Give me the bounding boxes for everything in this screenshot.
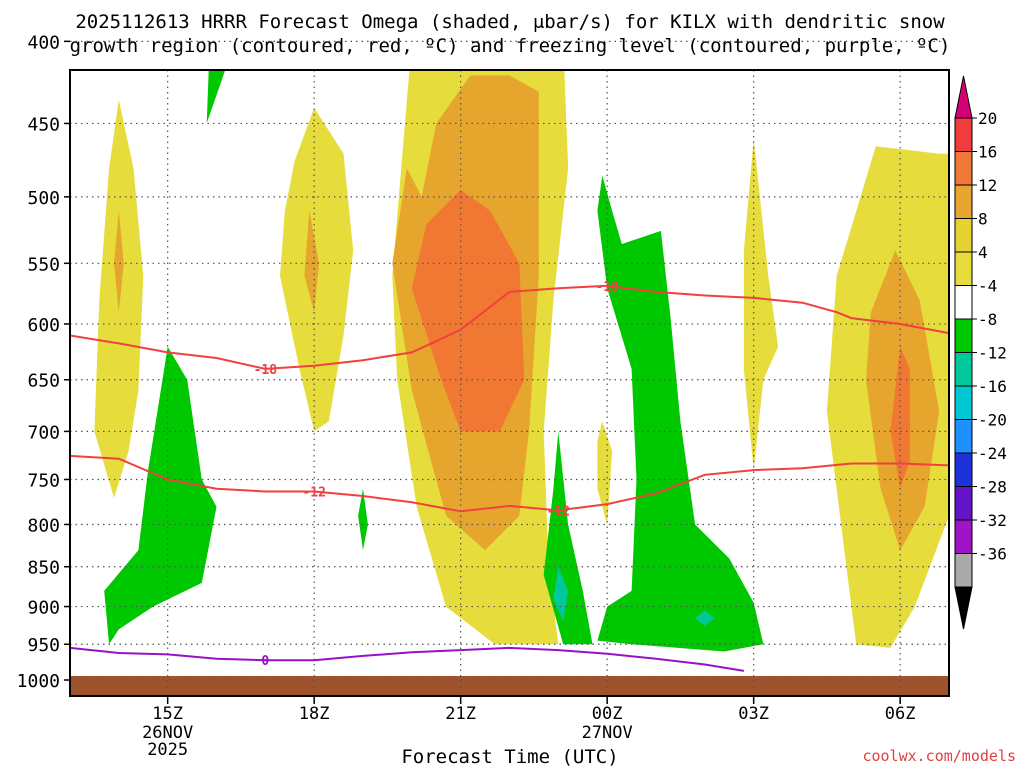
y-tick-label: 750 <box>27 470 60 491</box>
yellow-omega-4-region <box>597 421 613 525</box>
colorbar-label: -24 <box>978 444 1007 463</box>
orange-omega-8-region <box>304 210 320 313</box>
y-tick-label: 900 <box>27 598 60 619</box>
y-tick-label: 800 <box>27 515 60 536</box>
chart-title-line1: 2025112613 HRRR Forecast Omega (shaded, … <box>75 11 945 33</box>
terrain-fill <box>70 676 949 696</box>
x-tick-label: 03Z <box>738 704 769 724</box>
colorbar-label: 8 <box>978 210 988 229</box>
colorbar-label: -8 <box>978 310 997 329</box>
dgz-bottom-contour <box>70 454 949 513</box>
y-tick-label: 700 <box>27 422 60 443</box>
x-tick-label: 21Z <box>445 704 476 724</box>
colorbar-label: -20 <box>978 411 1007 430</box>
colorbar-box <box>954 117 973 152</box>
dgz-top-contour <box>70 284 949 370</box>
colorbar-box <box>954 151 973 186</box>
freezing-level-contour <box>70 646 745 672</box>
y-tick-label: 650 <box>27 371 60 392</box>
y-axis: 2503003504004505005506006507007508008509… <box>17 32 70 692</box>
x-tick-label: 06Z <box>885 704 916 724</box>
chart-title-line2: growth region (contoured, red, ºC) and f… <box>70 35 951 57</box>
colorbar-box <box>954 218 973 253</box>
colorbar-label: -4 <box>978 277 997 296</box>
footer-url[interactable]: coolwx.com/models <box>862 747 1016 765</box>
dgz-top-label: -18 <box>254 363 278 378</box>
x-date-label: 27NOV <box>582 723 633 743</box>
x-date-label: 2025 <box>147 740 188 760</box>
green-omega--4-region <box>358 488 368 551</box>
x-tick-label: 15Z <box>152 704 183 724</box>
colorbar-box <box>954 486 973 521</box>
colorbar: 20 16 12 8 4 -4 -8 -12 -16 -20 -24 -28 -32 -36 <box>954 75 1007 630</box>
y-tick-label: 1000 <box>17 671 60 692</box>
colorbar-box <box>954 452 973 487</box>
green-omega--4-region <box>104 346 217 645</box>
colorbar-arrow-top <box>954 75 973 119</box>
green-omega--4-region <box>597 175 764 652</box>
colorbar-label: 16 <box>978 143 997 162</box>
colorbar-label: 4 <box>978 243 988 262</box>
contour-lines: -18 -18 -12 -12 0 <box>70 280 949 672</box>
green-omega--4-region <box>206 70 226 124</box>
grid-lines <box>70 40 949 696</box>
yellow-omega-4-region <box>743 138 779 471</box>
y-tick-label: 500 <box>27 188 60 209</box>
colorbar-label: 20 <box>978 109 997 128</box>
colorbar-arrow-bottom <box>954 586 973 630</box>
dgz-bottom-label: -12 <box>302 485 325 500</box>
y-tick-label: 400 <box>27 32 60 53</box>
teal-omega--8-region <box>553 566 569 622</box>
colorbar-box <box>954 352 973 387</box>
colorbar-label: -28 <box>978 478 1007 497</box>
colorbar-box <box>954 553 973 588</box>
orange-omega-8-region <box>114 210 124 313</box>
dgz-top-label: -18 <box>595 280 619 295</box>
plot-frame <box>69 69 950 697</box>
y-tick-label: 450 <box>27 114 60 135</box>
colorbar-label: -36 <box>978 545 1007 564</box>
colorbar-label: -12 <box>978 344 1007 363</box>
y-tick-label: 600 <box>27 315 60 336</box>
terrain-layer <box>70 676 949 696</box>
x-date-label: 26NOV <box>142 723 193 743</box>
colorbar-label: 12 <box>978 176 997 195</box>
colorbar-label: -16 <box>978 377 1007 396</box>
colorbar-box <box>954 184 973 219</box>
colorbar-box <box>954 419 973 454</box>
colorbar-box <box>954 285 973 320</box>
dgz-bottom-label: -12 <box>547 504 570 519</box>
orange-omega-12-region <box>411 189 525 432</box>
x-tick-label: 18Z <box>299 704 330 724</box>
colorbar-box <box>954 251 973 286</box>
x-tick-label: 00Z <box>592 704 623 724</box>
y-tick-label: 550 <box>27 254 60 275</box>
y-tick-label: 950 <box>27 635 60 656</box>
colorbar-box <box>954 318 973 353</box>
colorbar-label: -32 <box>978 511 1007 530</box>
x-axis-label: Forecast Time (UTC) <box>401 746 618 768</box>
teal-omega--8-region <box>695 610 715 626</box>
omega-shading <box>94 70 949 652</box>
colorbar-box <box>954 385 973 420</box>
y-tick-label: 850 <box>27 558 60 579</box>
colorbar-box <box>954 519 973 554</box>
freezing-level-label: 0 <box>261 654 269 669</box>
